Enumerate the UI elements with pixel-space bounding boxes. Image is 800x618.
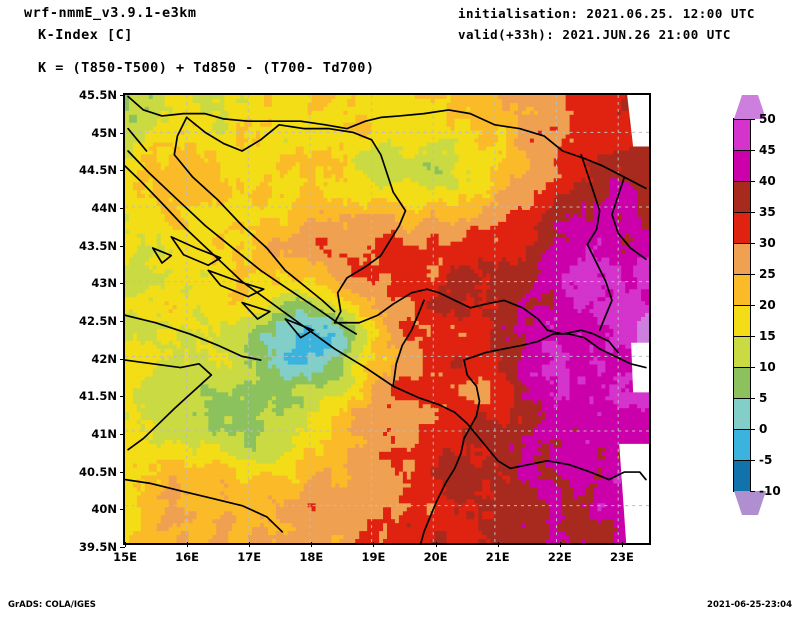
y-axis-label: 45.5N xyxy=(79,88,117,102)
valid-time: valid(+33h): 2021.JUN.26 21:00 UTC xyxy=(458,27,731,42)
y-axis-label: 40.5N xyxy=(79,464,117,479)
colorbar-tick-label: -5 xyxy=(759,453,773,467)
colorbar-bin xyxy=(734,367,750,398)
y-axis-tick xyxy=(120,132,125,134)
x-axis-tick xyxy=(125,542,126,547)
x-axis-tick xyxy=(435,542,437,547)
y-axis-label: 44N xyxy=(91,201,117,215)
colorbar-tick-label: 30 xyxy=(759,236,776,250)
colorbar-bin xyxy=(734,460,750,491)
colorbar-tick xyxy=(750,119,755,120)
colorbar-tick-label: 25 xyxy=(759,267,776,281)
x-axis-label: 15E xyxy=(113,550,137,564)
colorbar-tick xyxy=(750,491,755,492)
colorbar-bin xyxy=(734,429,750,460)
x-axis-tick xyxy=(559,542,561,547)
colorbar-bin xyxy=(734,398,750,429)
x-axis-tick xyxy=(621,542,623,547)
x-axis-label: 16E xyxy=(175,550,200,564)
y-axis-label: 42.5N xyxy=(79,314,117,328)
colorbar-tick-label: -10 xyxy=(759,484,781,498)
y-axis-label: 39.5N xyxy=(79,540,117,554)
colorbar-tick xyxy=(750,367,755,368)
colorbar-bin xyxy=(734,150,750,181)
colorbar-tick xyxy=(750,336,755,337)
y-axis-tick xyxy=(120,95,125,96)
y-axis-tick xyxy=(120,283,125,285)
colorbar-bin xyxy=(734,181,750,212)
colorbar-tick xyxy=(750,212,755,213)
x-axis-label: 20E xyxy=(423,550,448,564)
render-stamp: 2021-06-25-23:04 xyxy=(707,600,792,610)
colorbar-tick-label: 20 xyxy=(759,298,776,312)
colorbar-tick-label: 5 xyxy=(759,391,768,405)
colorbar-tick-label: 45 xyxy=(759,143,776,157)
y-axis-tick xyxy=(120,358,125,360)
colorbar-tick-label: 15 xyxy=(759,329,776,343)
y-axis-tick xyxy=(120,208,125,209)
colorbar-tick xyxy=(750,305,755,306)
y-axis-tick xyxy=(120,321,125,322)
colorbar-bin xyxy=(734,274,750,305)
initialisation-time: initialisation: 2021.06.25. 12:00 UTC xyxy=(458,6,755,21)
map-plot-area: 39.5N 40N 40.5N 41N 41.5N 42N 42.5N 43N 43.5N 44N… xyxy=(79,88,651,564)
y-axis-tick xyxy=(120,547,125,548)
field-name: K-Index [C] xyxy=(38,27,133,43)
x-axis-label: 22E xyxy=(547,550,572,564)
colorbar-bin xyxy=(734,305,750,336)
colorbar: 50 45 40 35 30 25 20 15 10 5 0 -5 -10 xyxy=(733,95,781,515)
y-axis-label: 40N xyxy=(91,502,117,517)
x-axis-label: 21E xyxy=(485,550,510,564)
y-axis-label: 43N xyxy=(91,276,117,291)
colorbar-tick-label: 50 xyxy=(759,112,776,126)
colorbar-tick-label: 10 xyxy=(759,360,776,374)
y-axis-tick xyxy=(120,509,125,511)
y-axis-label: 43.5N xyxy=(79,238,117,253)
y-axis-label: 41.5N xyxy=(79,389,117,404)
x-axis-tick xyxy=(187,542,189,547)
model-name: wrf-nmmE_v3.9.1-e3km xyxy=(24,5,197,21)
y-axis-label: 42N xyxy=(91,351,117,366)
y-axis-tick xyxy=(120,471,125,473)
grads-credit: GrADS: COLA/IGES xyxy=(8,600,96,610)
colorbar-tick-label: 40 xyxy=(759,174,776,188)
colorbar-bin xyxy=(734,336,750,367)
x-axis-tick xyxy=(249,542,251,547)
x-axis-tick xyxy=(373,542,375,547)
x-axis-label: 17E xyxy=(237,550,262,564)
x-axis-label: 19E xyxy=(361,550,386,564)
colorbar-tick-label: 0 xyxy=(759,422,768,436)
x-axis-tick xyxy=(311,542,313,547)
colorbar-tick xyxy=(750,460,755,461)
x-axis-label: 23E xyxy=(610,550,634,564)
colorbar-tick xyxy=(750,274,755,275)
colorbar-tick xyxy=(750,150,755,151)
y-axis-tick xyxy=(120,170,125,172)
colorbar-bin xyxy=(734,212,750,243)
colorbar-bin xyxy=(734,243,750,274)
colorbar-tick xyxy=(750,429,755,430)
y-axis-tick xyxy=(120,245,125,247)
formula-text: K = (T850-T500) + Td850 - (T700- Td700) xyxy=(38,60,375,76)
kindex-heatmap xyxy=(125,95,649,543)
colorbar-over-arrow xyxy=(734,95,766,119)
y-axis-label: 41N xyxy=(91,427,117,441)
y-axis-tick xyxy=(120,396,125,398)
colorbar-under-arrow xyxy=(734,491,766,515)
colorbar-tick-label: 35 xyxy=(759,205,776,219)
y-axis-label: 45N xyxy=(91,125,117,140)
y-axis-label: 44.5N xyxy=(79,163,117,178)
colorbar-tick xyxy=(750,243,755,244)
y-axis-tick xyxy=(120,434,125,435)
colorbar-tick xyxy=(750,181,755,182)
colorbar-bin xyxy=(734,119,750,150)
x-axis-label: 18E xyxy=(299,550,324,564)
colorbar-tick xyxy=(750,398,755,399)
x-axis-tick xyxy=(497,542,499,547)
